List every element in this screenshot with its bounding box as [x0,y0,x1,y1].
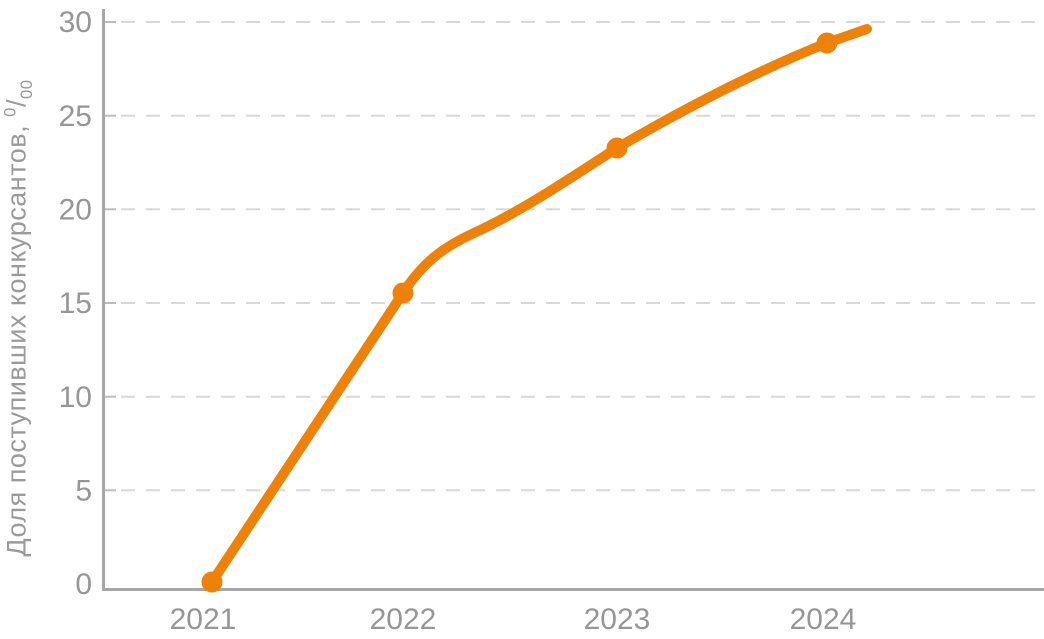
x-tick-label-2021: 2021 [170,603,237,636]
y-tick-label-5: 5 [75,475,92,508]
permille-slash: / [1,99,32,108]
data-point-2022 [392,282,414,304]
y-tick-label-30: 30 [59,6,92,39]
data-markers [201,32,838,593]
permille-sub: 00 [16,79,36,100]
y-axis-title-text: Доля поступивших конкурсантов, [1,124,32,557]
y-tick-label-15: 15 [59,287,92,320]
axes-lines [102,9,1044,591]
data-line [207,24,872,587]
y-tick-label-10: 10 [59,381,92,414]
x-tick-labels: 2021 2022 2023 2024 [170,603,857,636]
y-axis-ticks [103,21,116,492]
data-point-2023 [606,137,628,159]
gridlines [121,21,1044,492]
permille-sup: 0 [0,107,20,117]
x-tick-label-2023: 2023 [584,603,651,636]
x-tick-label-2022: 2022 [370,603,437,636]
x-tick-label-2024: 2024 [790,603,857,636]
y-tick-label-20: 20 [59,194,92,227]
y-axis-title: Доля поступивших конкурсантов, 0/00 [0,79,36,557]
y-tick-label-0: 0 [75,568,92,601]
data-point-2021 [201,571,223,593]
y-tick-label-25: 25 [59,100,92,133]
y-tick-labels: 30 25 20 15 10 5 0 [59,6,92,601]
data-point-2024 [816,32,838,54]
